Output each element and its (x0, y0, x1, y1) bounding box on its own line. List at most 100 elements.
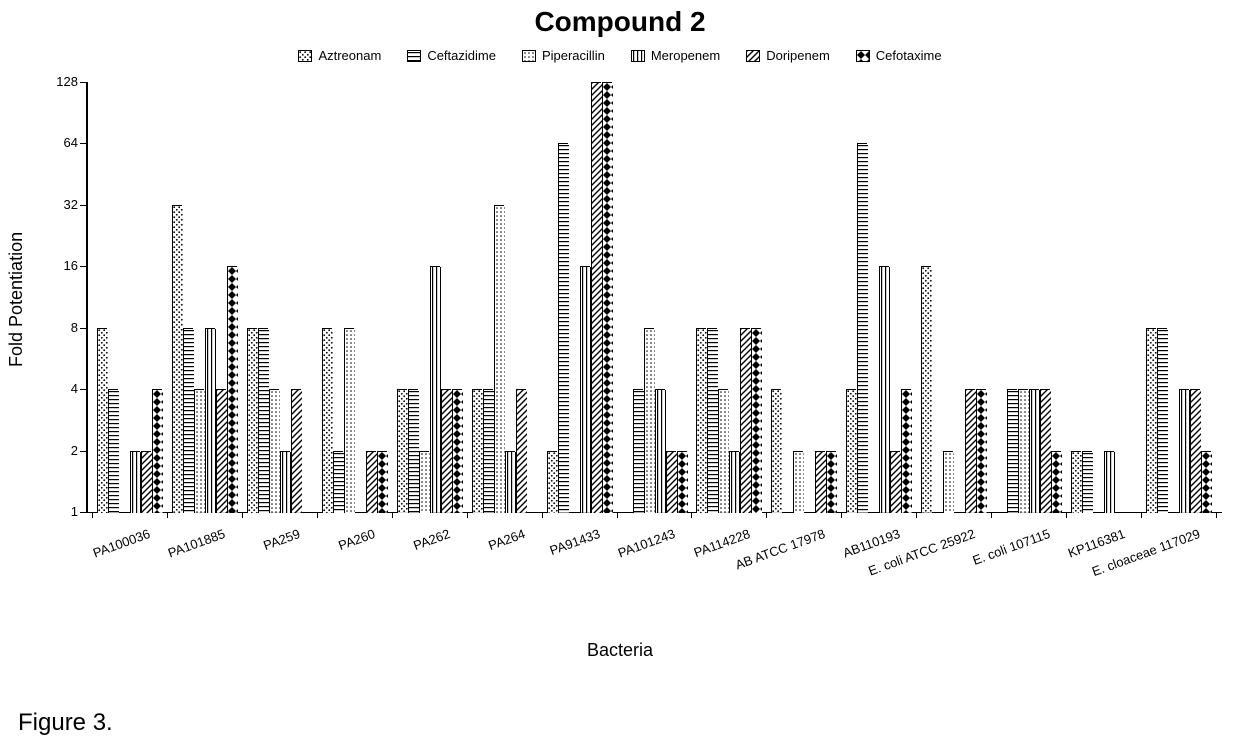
y-tick-label: 64 (42, 135, 78, 150)
x-tick (1216, 512, 1217, 518)
x-tick (242, 512, 243, 518)
x-axis-label: Bacteria (0, 640, 1240, 661)
bar (751, 328, 761, 512)
bar (655, 389, 665, 512)
bar (505, 451, 515, 512)
x-tick (766, 512, 767, 518)
legend-label: Meropenem (651, 48, 720, 63)
bar (183, 328, 193, 512)
bar (152, 389, 162, 512)
bar (366, 451, 376, 512)
x-tick (392, 512, 393, 518)
x-tick-label: E. coli ATCC 25922 (850, 526, 977, 585)
bar (1146, 328, 1156, 512)
bar (97, 328, 107, 512)
figure-caption: Figure 3. (18, 709, 113, 737)
bar (921, 266, 931, 512)
bar (333, 451, 343, 512)
bar (857, 143, 867, 512)
bar (729, 451, 739, 512)
legend-swatch (522, 50, 536, 62)
bar (771, 389, 781, 512)
legend-label: Cefotaxime (876, 48, 942, 63)
bar (441, 389, 451, 512)
bar (815, 451, 825, 512)
legend-item: Cefotaxime (856, 48, 942, 63)
x-tick (916, 512, 917, 518)
x-tick-label: AB110193 (775, 526, 902, 585)
plot-area: 1248163264128PA100036PA101885PA259PA260P… (86, 82, 1222, 512)
bar (377, 451, 387, 512)
x-tick (1141, 512, 1142, 518)
x-tick (841, 512, 842, 518)
bar (580, 266, 590, 512)
bar (1040, 389, 1050, 512)
bar (130, 451, 140, 512)
bar (258, 328, 268, 512)
legend: AztreonamCeftazidimePiperacillinMeropene… (0, 48, 1240, 63)
bar (943, 451, 953, 512)
bar (108, 389, 118, 512)
legend-item: Piperacillin (522, 48, 605, 63)
bar (1082, 451, 1092, 512)
bar (452, 389, 462, 512)
bar (408, 389, 418, 512)
y-axis-label: Fold Potentiation (6, 232, 27, 367)
legend-label: Aztreonam (318, 48, 381, 63)
bar (644, 328, 654, 512)
bar (430, 266, 440, 512)
bar (483, 389, 493, 512)
legend-item: Aztreonam (298, 48, 381, 63)
legend-swatch (298, 50, 312, 62)
bar (291, 389, 301, 512)
y-tick-label: 8 (42, 320, 78, 335)
y-tick-label: 32 (42, 197, 78, 212)
legend-label: Doripenem (766, 48, 830, 63)
x-tick-label: KP116381 (999, 526, 1126, 585)
x-tick (1066, 512, 1067, 518)
bar (419, 451, 429, 512)
x-tick (167, 512, 168, 518)
bar (879, 266, 889, 512)
bar (1201, 451, 1211, 512)
x-tick-label: PA101243 (550, 526, 677, 585)
bar (1104, 451, 1114, 512)
x-tick-label: PA91433 (475, 526, 602, 585)
x-tick (991, 512, 992, 518)
bar (696, 328, 706, 512)
x-tick (92, 512, 93, 518)
bar (826, 451, 836, 512)
legend-swatch (856, 50, 870, 62)
y-tick (80, 451, 86, 452)
bar (172, 205, 182, 512)
legend-swatch (631, 50, 645, 62)
bar (1157, 328, 1167, 512)
bar (846, 389, 856, 512)
bar (547, 451, 557, 512)
bar (141, 451, 151, 512)
y-tick (80, 82, 86, 83)
bar (494, 205, 504, 512)
legend-item: Doripenem (746, 48, 830, 63)
bar (666, 451, 676, 512)
x-tick (617, 512, 618, 518)
bar (1029, 389, 1039, 512)
x-tick (317, 512, 318, 518)
bar (890, 451, 900, 512)
bar (677, 451, 687, 512)
x-tick-label: E. cloaceae 117029 (1074, 526, 1201, 585)
x-tick-label: PA264 (400, 526, 527, 585)
legend-label: Piperacillin (542, 48, 605, 63)
x-tick-label: PA114228 (625, 526, 752, 585)
bar (965, 389, 975, 512)
x-tick (542, 512, 543, 518)
bar (1007, 389, 1017, 512)
bar (205, 328, 215, 512)
y-tick-label: 2 (42, 443, 78, 458)
bar (227, 266, 237, 512)
y-tick (80, 143, 86, 144)
legend-swatch (746, 50, 760, 62)
bar (1190, 389, 1200, 512)
y-tick (80, 512, 86, 513)
y-tick (80, 205, 86, 206)
